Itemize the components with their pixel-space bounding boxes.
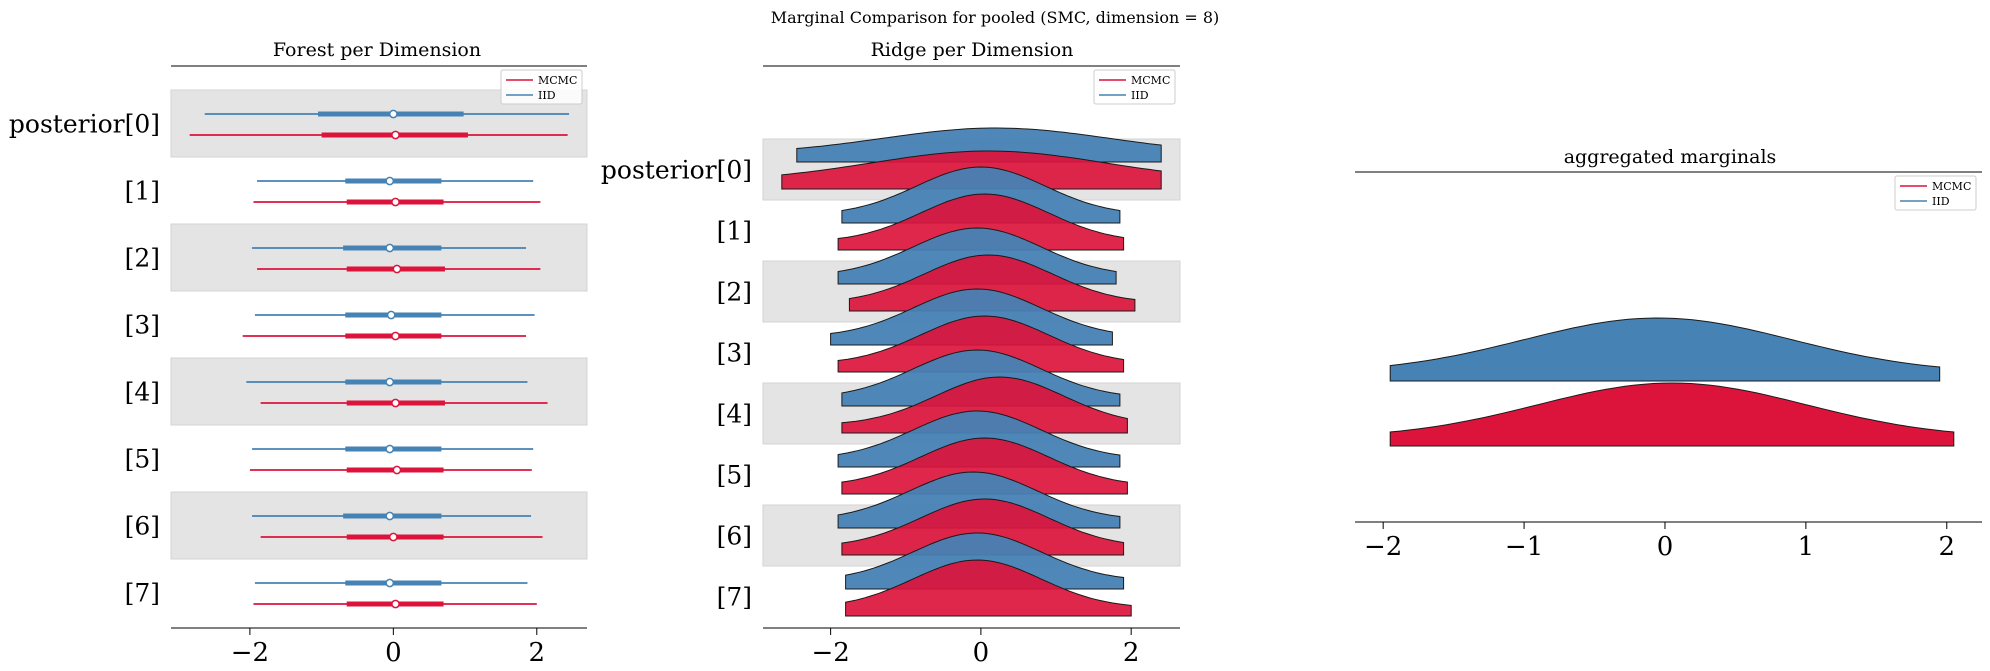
ridge-row-label: posterior[0] — [601, 156, 752, 185]
x-tick-label: −2 — [811, 638, 849, 668]
ridge-legend-iid: IID — [1131, 89, 1149, 102]
x-tick-label: 1 — [1798, 532, 1815, 562]
aggregate-density-mcmc — [1389, 382, 1955, 447]
x-tick-label: 2 — [1939, 532, 1956, 562]
ridge-panel: Ridge per Dimension posterior[0] [1] [2] [3… — [601, 39, 1181, 668]
forest-row-label: [4] — [125, 378, 160, 407]
ridge-density-mcmc — [848, 254, 1136, 312]
forest-row-label: [1] — [125, 177, 160, 206]
forest-row-label: posterior[0] — [9, 110, 160, 139]
x-tick-label: −2 — [231, 638, 269, 668]
x-tick-label: −2 — [1364, 532, 1402, 562]
ridge-density-iid — [796, 127, 1162, 163]
ridge-density-mcmc — [845, 559, 1132, 617]
ridge-row-label: [6] — [717, 522, 752, 551]
forest-median-iid — [385, 444, 395, 454]
ridge-title: Ridge per Dimension — [871, 39, 1074, 61]
forest-row-band — [170, 223, 588, 292]
ridge-row-labels: posterior[0] [1] [2] [3] [4] [5] [6] [7] — [601, 156, 752, 612]
forest-x-ticks: −2 0 2 — [231, 628, 545, 668]
forest-panel: Forest per Dimension posterior[0] [1] [2] [… — [9, 39, 588, 668]
forest-median-mcmc — [392, 465, 402, 475]
aggregate-legend: MCMC IID — [1894, 175, 1977, 211]
forest-row-label: [2] — [125, 244, 160, 273]
forest-median-mcmc — [391, 331, 400, 341]
ridge-legend-mcmc: MCMC — [1131, 74, 1170, 87]
forest-median-mcmc — [391, 398, 400, 408]
ridge-density-mcmc — [841, 437, 1128, 495]
forest-marks — [189, 109, 570, 609]
forest-row-band — [170, 491, 588, 560]
x-tick-label: −1 — [1505, 532, 1543, 562]
ridge-row-label: [4] — [717, 400, 752, 429]
ridge-x-ticks: −2 0 2 — [811, 628, 1139, 668]
forest-median-mcmc — [391, 197, 400, 207]
forest-row-label: [5] — [125, 445, 160, 474]
forest-median-mcmc — [388, 532, 398, 542]
aggregate-title: aggregated marginals — [1564, 146, 1777, 168]
forest-row-label: [7] — [125, 579, 160, 608]
forest-median-iid — [386, 310, 396, 320]
ridge-density-mcmc — [837, 193, 1125, 251]
ridge-row-label: [5] — [717, 461, 752, 490]
forest-median-iid — [385, 243, 395, 253]
ridge-row-label: [1] — [717, 217, 752, 246]
forest-median-iid — [385, 377, 395, 387]
aggregate-x-ticks: −2 −1 0 1 2 — [1364, 522, 1955, 562]
forest-title: Forest per Dimension — [273, 39, 481, 61]
x-tick-label: 0 — [1657, 532, 1674, 562]
forest-legend: MCMC IID — [500, 69, 583, 105]
forest-median-iid — [385, 176, 395, 186]
x-tick-label: 0 — [385, 638, 402, 668]
forest-median-iid — [385, 511, 395, 521]
aggregate-density-iid — [1389, 317, 1941, 382]
forest-bands — [170, 89, 588, 560]
ridge-marks — [781, 127, 1162, 617]
forest-legend-iid: IID — [538, 89, 556, 102]
figure-suptitle: Marginal Comparison for pooled (SMC, dim… — [771, 8, 1220, 27]
forest-median-iid — [388, 109, 398, 119]
aggregate-panel: aggregated marginals −2 −1 0 1 2 MCMC IID — [1355, 146, 1982, 562]
forest-median-iid — [385, 578, 395, 588]
x-tick-label: 2 — [529, 638, 546, 668]
ridge-legend: MCMC IID — [1093, 69, 1176, 105]
ridge-density-mcmc — [841, 376, 1128, 434]
x-tick-label: 2 — [1123, 638, 1140, 668]
forest-row-label: [3] — [125, 311, 160, 340]
aggregate-legend-mcmc: MCMC — [1932, 180, 1971, 193]
ridge-row-label: [2] — [717, 278, 752, 307]
x-tick-label: 0 — [973, 638, 990, 668]
forest-median-mcmc — [391, 599, 400, 609]
forest-row-band — [170, 357, 588, 426]
aggregate-legend-iid: IID — [1932, 195, 1950, 208]
forest-row-label: [6] — [125, 512, 160, 541]
ridge-row-label: [3] — [717, 339, 752, 368]
forest-legend-mcmc: MCMC — [538, 74, 577, 87]
ridge-density-mcmc — [837, 315, 1125, 373]
aggregate-marks — [1389, 317, 1955, 447]
forest-median-mcmc — [392, 264, 402, 274]
forest-row-labels: posterior[0] [1] [2] [3] [4] [5] [6] [7] — [9, 110, 160, 608]
ridge-row-label: [7] — [717, 583, 752, 612]
forest-median-mcmc — [391, 130, 400, 140]
ridge-density-mcmc — [841, 498, 1125, 556]
